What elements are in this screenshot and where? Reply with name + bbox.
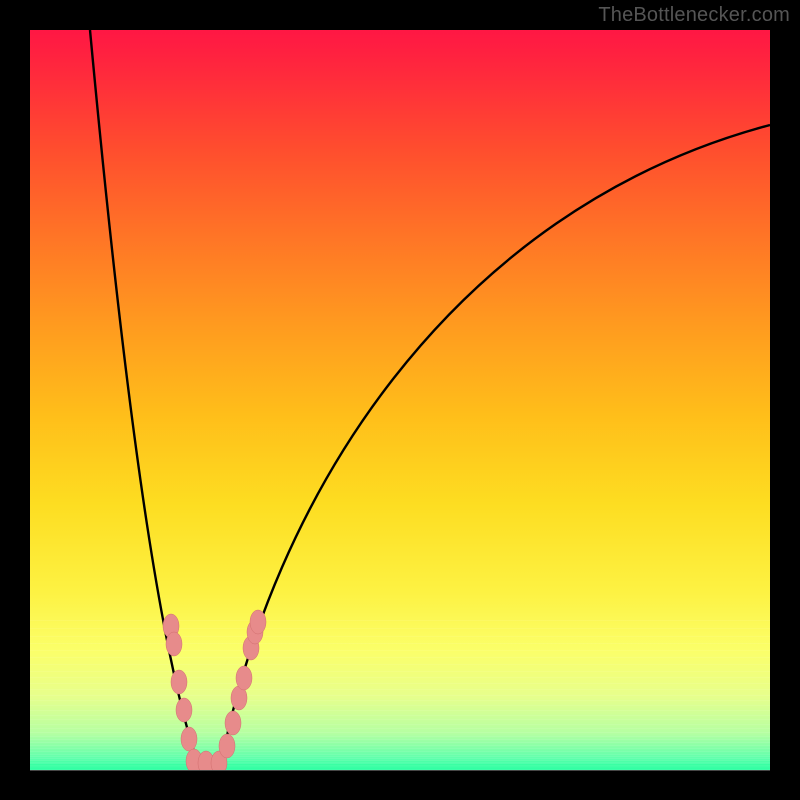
right-curve [220,125,770,770]
curve-marker [225,711,241,735]
curves-layer [30,30,770,770]
curve-marker [181,727,197,751]
plot-area [30,30,770,770]
curve-marker [176,698,192,722]
curve-marker [236,666,252,690]
curve-marker [166,632,182,656]
watermark-text: TheBottlenecker.com [598,4,790,27]
curve-marker [250,610,266,634]
curve-marker [171,670,187,694]
curve-marker [219,734,235,758]
left-curve [90,30,200,770]
